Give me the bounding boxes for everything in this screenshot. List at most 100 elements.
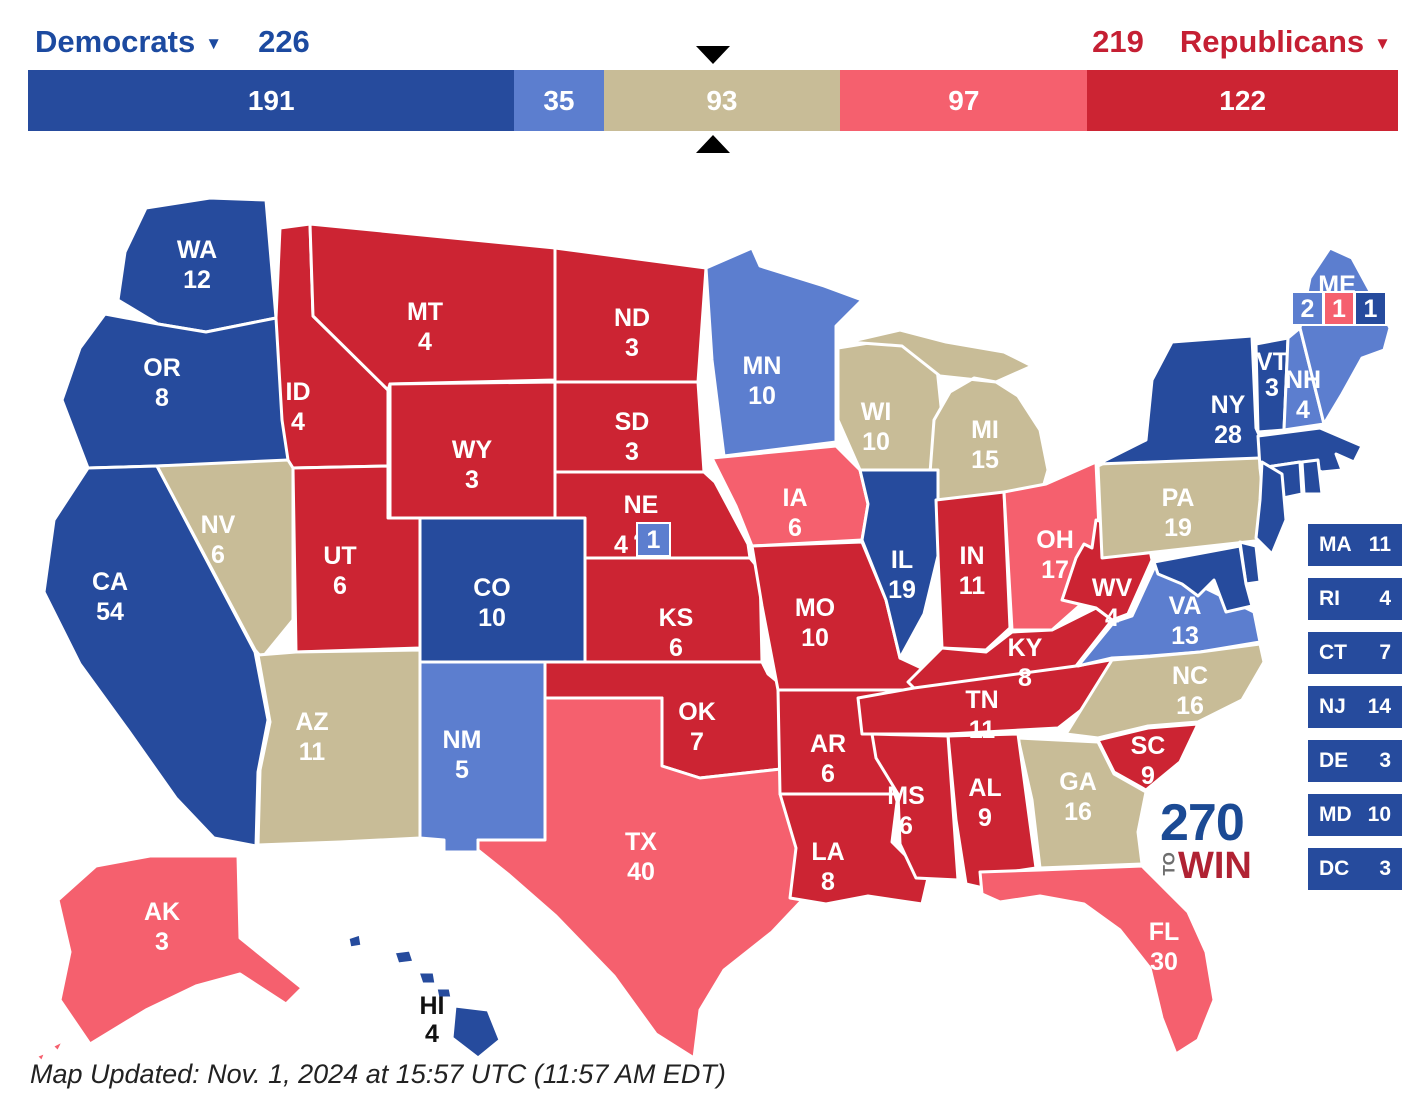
me-district-value-2: 1 xyxy=(1332,295,1346,323)
state-label-tn: TN xyxy=(965,686,998,714)
state-label-or: OR xyxy=(143,354,181,382)
state-label-nv: NV xyxy=(201,511,236,539)
bar-segment-likely-dem: 35 xyxy=(514,70,604,131)
state-in[interactable] xyxy=(934,490,1012,652)
state-ev-nh: 4 xyxy=(1296,396,1310,424)
state-ev-ia: 6 xyxy=(788,514,802,542)
list-item-ev: 11 xyxy=(1368,533,1391,556)
state-label-nc: NC xyxy=(1172,662,1208,690)
state-label-wi: WI xyxy=(861,398,892,426)
list-item-ev: 3 xyxy=(1379,749,1391,772)
map-updated-text: Map Updated: Nov. 1, 2024 at 15:57 UTC (… xyxy=(30,1059,726,1089)
state-ev-ok: 7 xyxy=(690,728,704,756)
me-district-box-3[interactable] xyxy=(1354,291,1387,326)
state-nm[interactable] xyxy=(418,660,547,854)
state-ev-ks: 6 xyxy=(669,634,683,662)
state-ev-va: 13 xyxy=(1171,622,1199,650)
state-label-mt: MT xyxy=(407,298,443,326)
state-or[interactable] xyxy=(60,312,296,470)
state-ev-mt: 4 xyxy=(418,328,432,356)
state-ev-or: 8 xyxy=(155,384,169,412)
list-item-ma[interactable]: MA 11 xyxy=(1308,524,1402,566)
state-nc[interactable] xyxy=(1064,642,1266,740)
state-mn[interactable] xyxy=(704,246,864,458)
bar-segment-safe-rep: 122 xyxy=(1087,70,1398,131)
state-ak[interactable] xyxy=(34,854,304,1064)
state-label-in: IN xyxy=(960,542,985,570)
list-item-ct[interactable]: CT 7 xyxy=(1308,632,1402,674)
state-label-il: IL xyxy=(891,546,913,574)
bar-segment-tossup: 93 xyxy=(603,70,841,131)
state-ri[interactable] xyxy=(1300,458,1324,496)
ne-district-value: 1 xyxy=(647,526,661,554)
state-nj[interactable] xyxy=(1254,460,1288,556)
state-label-id: ID xyxy=(286,378,311,406)
ne-district-box[interactable] xyxy=(636,522,671,557)
state-wa[interactable] xyxy=(116,196,278,334)
state-label-sc: SC xyxy=(1131,732,1166,760)
list-item-ev: 10 xyxy=(1367,803,1391,826)
bar-segment-safe-dem: 191 xyxy=(28,70,515,131)
list-item-ri[interactable]: RI 4 xyxy=(1308,578,1402,620)
state-ev-ga: 16 xyxy=(1064,798,1092,826)
list-item-dc[interactable]: DC 3 xyxy=(1308,848,1402,890)
state-ev-ms: 6 xyxy=(899,812,913,840)
state-ga[interactable] xyxy=(1016,736,1148,870)
state-label-ks: KS xyxy=(659,604,694,632)
democrats-header[interactable]: Democrats ▼ 226 xyxy=(35,24,310,60)
state-label-co: CO xyxy=(473,574,511,602)
state-ms[interactable] xyxy=(870,732,960,882)
list-item-abbr: NJ xyxy=(1319,695,1346,718)
state-ev-hi: 4 xyxy=(425,1020,439,1048)
democrats-dropdown-arrow-icon[interactable]: ▼ xyxy=(205,34,223,53)
list-item-de[interactable]: DE 3 xyxy=(1308,740,1402,782)
state-md[interactable] xyxy=(1152,544,1254,614)
electoral-vote-bar: 191 35 93 97 122 xyxy=(28,70,1398,131)
state-ev-wi: 10 xyxy=(862,428,890,456)
list-item-abbr: MA xyxy=(1319,533,1352,556)
state-az[interactable] xyxy=(256,648,422,847)
state-ev-ny: 28 xyxy=(1214,421,1242,449)
me-district-value-1: 2 xyxy=(1301,295,1315,323)
state-ks[interactable] xyxy=(583,556,764,664)
state-label-ne: NE xyxy=(624,491,659,519)
state-ev-tn: 11 xyxy=(969,716,996,744)
state-label-ok: OK xyxy=(678,698,716,726)
republicans-label[interactable]: Republicans xyxy=(1179,24,1365,59)
republicans-header[interactable]: 219 Republicans ▼ xyxy=(1092,24,1391,60)
state-hi[interactable] xyxy=(346,932,502,1060)
state-ev-il: 19 xyxy=(888,576,916,604)
state-ev-tx: 40 xyxy=(627,858,655,886)
state-ev-co: 10 xyxy=(478,604,506,632)
state-ev-wv: 4 xyxy=(1105,604,1119,632)
list-item-nj[interactable]: NJ 14 xyxy=(1308,686,1402,728)
tie-marker-down-icon xyxy=(696,46,730,64)
state-ev-mo: 10 xyxy=(801,624,829,652)
state-label-mi: MI xyxy=(971,416,999,444)
state-label-sd: SD xyxy=(615,408,650,436)
state-label-ia: IA xyxy=(783,484,808,512)
me-district-value-3: 1 xyxy=(1364,295,1378,323)
democrats-label[interactable]: Democrats xyxy=(35,24,196,59)
logo-to: TO xyxy=(1159,851,1179,875)
state-ev-pa: 19 xyxy=(1164,514,1192,542)
list-item-md[interactable]: MD 10 xyxy=(1308,794,1402,836)
state-tx[interactable] xyxy=(476,696,808,1060)
state-ev-nd: 3 xyxy=(625,334,639,362)
state-ev-mi: 15 xyxy=(971,446,999,474)
democrats-total: 226 xyxy=(258,24,310,59)
state-label-ny: NY xyxy=(1211,391,1246,419)
state-label-ak: AK xyxy=(144,898,180,926)
logo-win: WIN xyxy=(1178,845,1252,887)
state-label-nm: NM xyxy=(443,726,482,754)
state-la[interactable] xyxy=(778,792,930,906)
republicans-dropdown-arrow-icon[interactable]: ▼ xyxy=(1374,34,1391,53)
me-district-box-1[interactable] xyxy=(1291,291,1324,326)
state-label-ut: UT xyxy=(323,542,356,570)
state-id[interactable] xyxy=(274,222,390,470)
state-fl[interactable] xyxy=(978,864,1216,1056)
me-district-box-2[interactable] xyxy=(1323,291,1355,326)
state-ev-nv: 6 xyxy=(211,541,225,569)
small-states-list: MA 11 RI 4 CT 7 NJ 14 DE 3 MD 10 DC 3 xyxy=(1308,524,1402,902)
state-label-nh: NH xyxy=(1285,366,1321,394)
